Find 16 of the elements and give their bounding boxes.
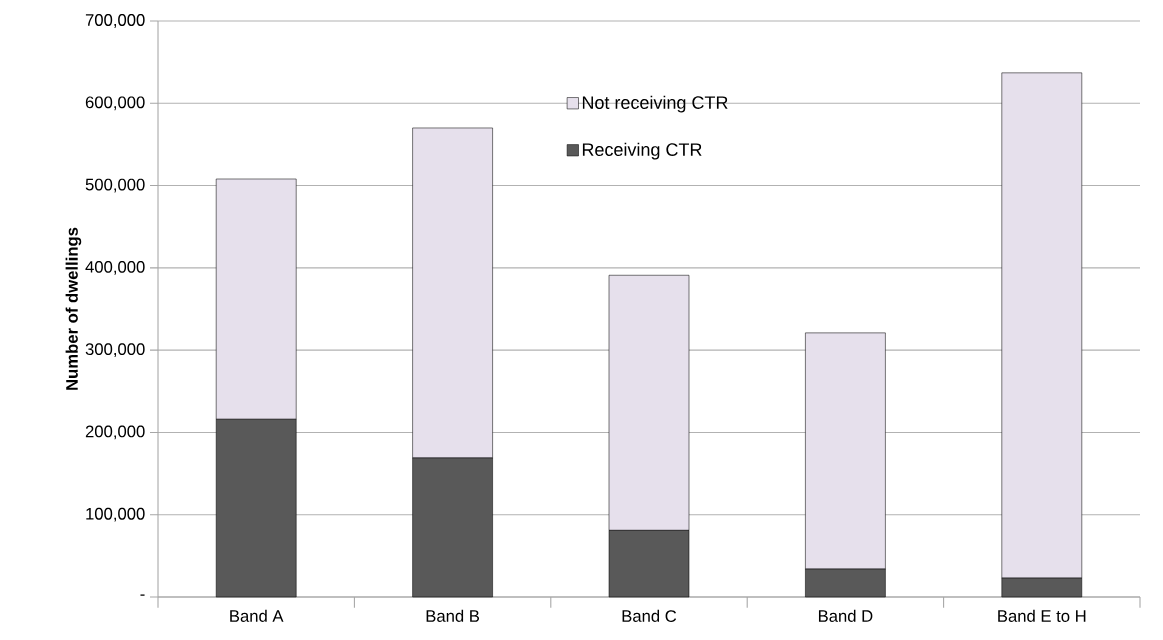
y-axis-title: Number of dwellings: [65, 227, 82, 390]
x-tick-label: Band B: [426, 609, 480, 622]
x-tick-label: Band A: [230, 609, 284, 622]
y-tick-label: 400,000: [85, 260, 145, 275]
y-tick-label: 500,000: [85, 178, 145, 193]
y-tick-label: 300,000: [85, 343, 145, 358]
y-tick-label: 600,000: [85, 96, 145, 111]
x-tick-label: Band D: [818, 609, 873, 622]
legend-label: Not receiving CTR: [582, 95, 728, 113]
legend-label: Receiving CTR: [582, 142, 702, 160]
y-tick-label: 700,000: [85, 14, 145, 28]
y-tick-label: 200,000: [85, 425, 145, 440]
x-tick-label: Band E to H: [998, 609, 1086, 622]
y-tick-label: 100,000: [86, 507, 145, 522]
y-tick-label: -: [140, 594, 145, 596]
x-tick-label: Band C: [622, 609, 677, 622]
